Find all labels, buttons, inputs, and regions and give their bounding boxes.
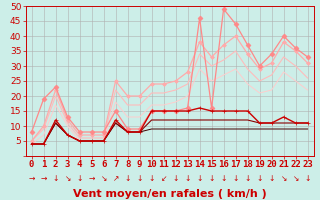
Text: →: → [88,174,95,183]
X-axis label: Vent moyen/en rafales ( km/h ): Vent moyen/en rafales ( km/h ) [73,189,267,199]
Text: →: → [40,174,47,183]
Text: ↓: ↓ [220,174,227,183]
Text: ↓: ↓ [208,174,215,183]
Text: ↓: ↓ [232,174,239,183]
Text: ↓: ↓ [124,174,131,183]
Text: ↓: ↓ [76,174,83,183]
Text: ↓: ↓ [148,174,155,183]
Text: ↓: ↓ [136,174,143,183]
Text: ↘: ↘ [280,174,287,183]
Text: ↓: ↓ [52,174,59,183]
Text: ↓: ↓ [172,174,179,183]
Text: ↘: ↘ [100,174,107,183]
Text: ↓: ↓ [196,174,203,183]
Text: ↗: ↗ [112,174,119,183]
Text: ↘: ↘ [292,174,299,183]
Text: ↘: ↘ [64,174,71,183]
Text: ↙: ↙ [160,174,167,183]
Text: →: → [28,174,35,183]
Text: ↓: ↓ [184,174,191,183]
Text: ↓: ↓ [268,174,275,183]
Text: ↓: ↓ [304,174,311,183]
Text: ↓: ↓ [256,174,263,183]
Text: ↓: ↓ [244,174,251,183]
